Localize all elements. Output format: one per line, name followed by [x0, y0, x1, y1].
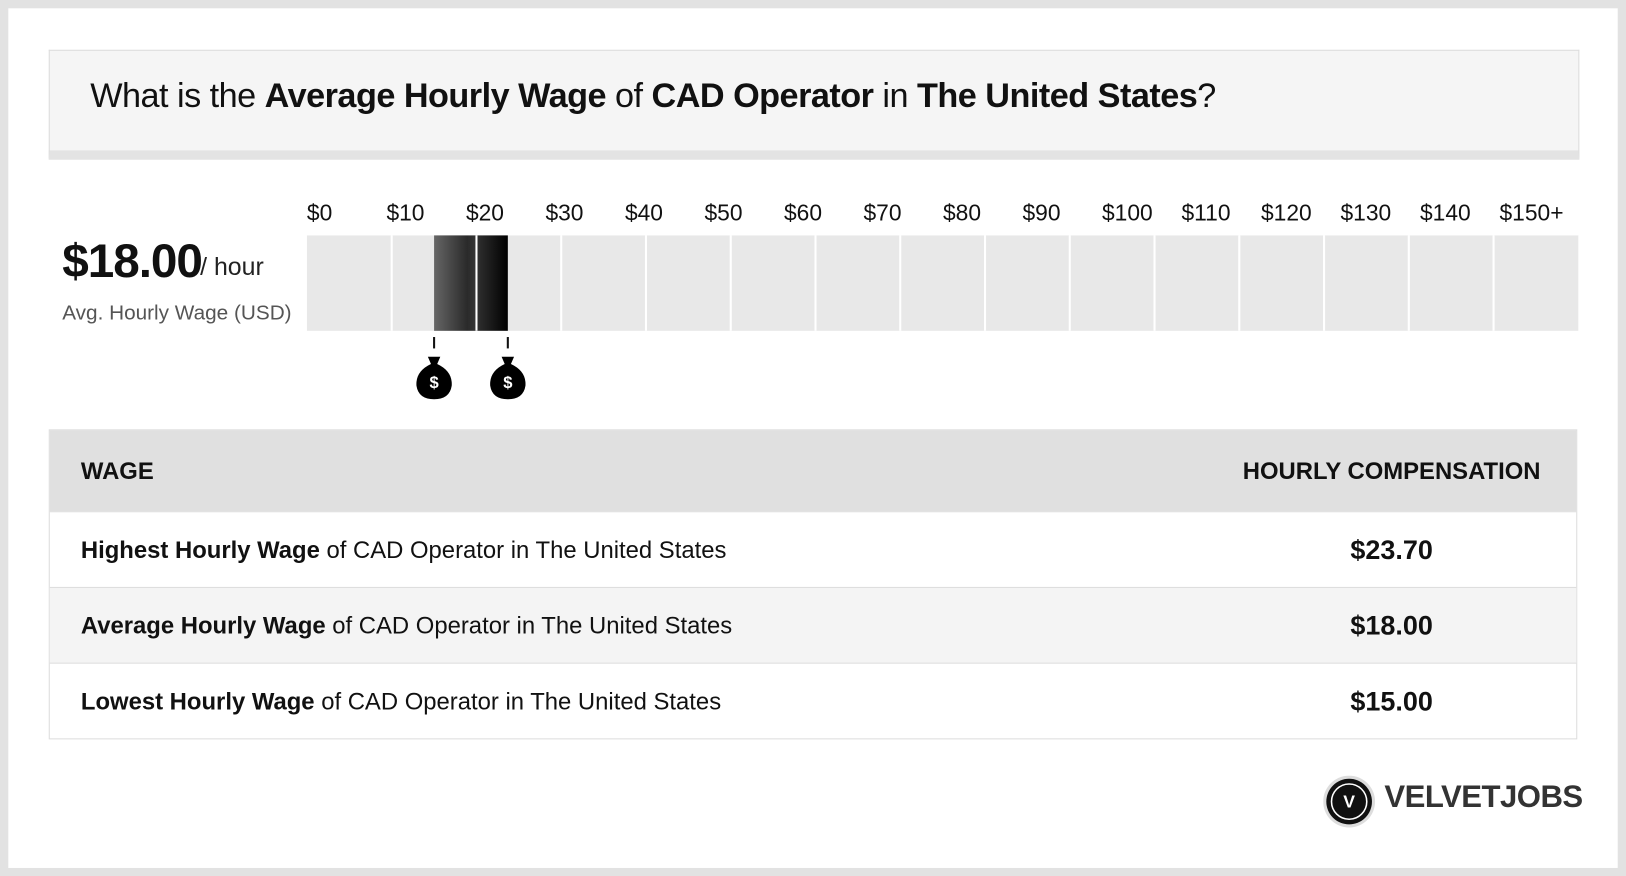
- logo: V: [1323, 775, 1376, 828]
- title-part: ?: [1197, 75, 1216, 115]
- table-header: WAGE HOURLY COMPENSATION: [49, 430, 1577, 512]
- wage-value: $18.00: [1350, 609, 1433, 641]
- title-part: of: [606, 75, 652, 115]
- wage-scale: $0 $10 $20 $30 $40 $50 $60 $70 $80 $90 $100 $110 $12…: [306, 200, 1579, 400]
- x-tick-label: $90: [1022, 200, 1060, 226]
- x-tick-label: $0: [307, 200, 332, 226]
- average-label: Avg. Hourly Wage (USD): [62, 301, 292, 325]
- x-tick-label: $60: [784, 200, 822, 226]
- header-cell: HOURLY COMPENSATION: [1242, 457, 1541, 485]
- x-tick-label: $40: [625, 200, 663, 226]
- x-tick-label: $70: [863, 200, 901, 226]
- header-cell: WAGE: [80, 457, 154, 485]
- x-tick-label: $130: [1340, 200, 1391, 226]
- brand-name: VELVETJOBS: [1384, 779, 1583, 815]
- wage-table: WAGE HOURLY COMPENSATION Highest Hourly W…: [48, 429, 1578, 740]
- title-part: in: [873, 75, 918, 115]
- wage-range-bar: [434, 235, 508, 331]
- wage-cell: Average Hourly Wage of CAD Operator in T…: [81, 588, 732, 664]
- wage-name: Lowest Hourly Wage: [80, 687, 315, 715]
- table-row: Average Hourly Wage of CAD Operator in T…: [49, 586, 1577, 664]
- title: What is the Average Hourly Wage of CAD O…: [90, 76, 1216, 115]
- logo-inner-ring: [1330, 783, 1368, 821]
- x-tick-label: $120: [1261, 200, 1312, 226]
- wage-value: $15.00: [1350, 685, 1433, 717]
- money-bag: [416, 356, 452, 400]
- title-part: The United States: [917, 75, 1198, 115]
- wage-context: of CAD Operator in The United States: [325, 611, 733, 639]
- wage-value: $23.70: [1350, 534, 1433, 566]
- title-part: Average Hourly Wage: [264, 75, 607, 115]
- x-tick-label: $100: [1102, 200, 1153, 226]
- wage-name: Average Hourly Wage: [80, 611, 326, 639]
- unit: / hour: [200, 253, 264, 282]
- logo-circle: [1326, 778, 1372, 825]
- wage-context: of CAD Operator in The United States: [319, 536, 727, 564]
- title-part: CAD Operator: [651, 75, 874, 115]
- scale-background: [306, 235, 1579, 331]
- x-tick-label: $10: [386, 200, 424, 226]
- x-tick-label: $80: [943, 200, 981, 226]
- average-value: $18.00: [62, 233, 203, 288]
- table-row: Lowest Hourly Wage of CAD Operator in Th…: [49, 662, 1577, 740]
- money-bag: [490, 356, 526, 400]
- header: What is the Average Hourly Wage of CAD O…: [48, 49, 1580, 160]
- x-tick-label: $110: [1181, 200, 1230, 226]
- x-tick-label: $150+: [1500, 200, 1564, 226]
- x-tick-label: $140: [1420, 200, 1471, 226]
- x-tick-label: $50: [704, 200, 742, 226]
- title-part: What is the: [90, 75, 265, 115]
- wage-cell: Highest Hourly Wage of CAD Operator in T…: [81, 512, 727, 588]
- wage-name: Highest Hourly Wage: [80, 536, 320, 564]
- x-tick-label: $30: [545, 200, 583, 226]
- x-tick-label: $20: [466, 200, 504, 226]
- logo-letter: V: [1343, 791, 1355, 811]
- table-row: Highest Hourly Wage of CAD Operator in T…: [49, 511, 1577, 588]
- wage-context: of CAD Operator in The United States: [314, 687, 722, 715]
- money-symbol: $: [503, 373, 512, 392]
- money-symbol: $: [429, 373, 438, 392]
- wage-cell: Lowest Hourly Wage of CAD Operator in Th…: [81, 664, 721, 740]
